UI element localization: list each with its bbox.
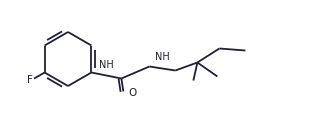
Text: O: O bbox=[128, 88, 137, 99]
Text: F: F bbox=[27, 75, 33, 85]
Text: NH: NH bbox=[99, 61, 114, 70]
Text: NH: NH bbox=[155, 53, 170, 63]
